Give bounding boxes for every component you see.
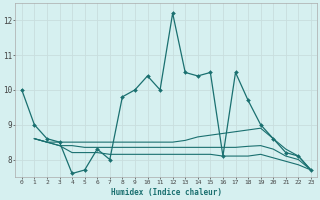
X-axis label: Humidex (Indice chaleur): Humidex (Indice chaleur) <box>111 188 222 197</box>
